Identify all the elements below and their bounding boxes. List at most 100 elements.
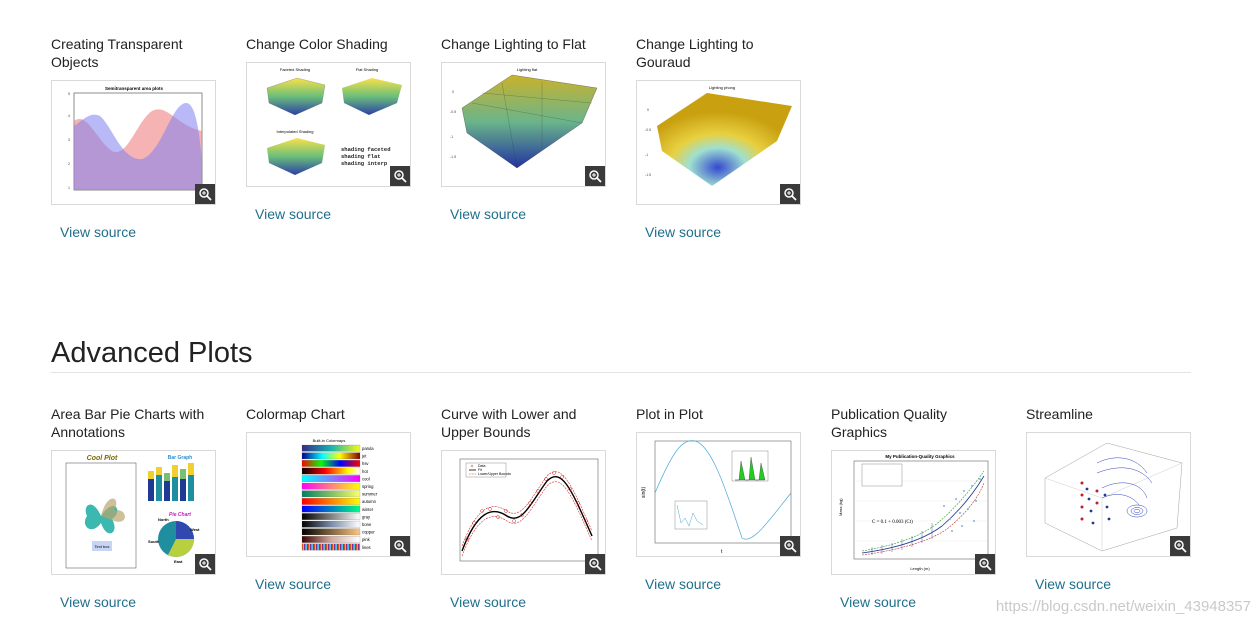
colormap-label: parula (362, 446, 374, 451)
view-source-link[interactable]: View source (645, 576, 722, 592)
pie-label: South (148, 539, 160, 544)
card-title: Change Lighting to Flat (441, 36, 586, 52)
x-axis-label: Length (m) (910, 566, 930, 571)
view-source-link[interactable]: View source (255, 206, 332, 222)
colormap-swatch (301, 520, 361, 528)
zoom-icon[interactable] (585, 554, 605, 574)
thumbnail-publication[interactable]: My Publication-Quality Graphics C = 0.1 … (831, 450, 996, 575)
colormap-swatch (301, 498, 361, 505)
card-title: Plot in Plot (636, 406, 703, 422)
colormap-label: cool (362, 476, 370, 481)
gallery-card-bounds: Curve with Lower and Upper Bounds Data F… (441, 405, 611, 610)
card-title: Publication Quality Graphics (831, 406, 947, 440)
y-axis-label: sin(t) (641, 487, 647, 498)
thumbnail-area-bar-pie[interactable]: Cool Plot Text box Bar Graph Pie Chart N… (51, 450, 216, 575)
card-title: Change Color Shading (246, 36, 388, 52)
thumb-title: Built-in Colormaps (313, 438, 346, 443)
svg-text:-0.5: -0.5 (645, 128, 651, 132)
gallery-card-publication: Publication Quality Graphics My Publicat… (831, 405, 1001, 610)
card-title: Streamline (1026, 406, 1093, 422)
thumbnail-lighting-gouraud[interactable]: Lighting phong 0 -0.5 -1 -1.5 (636, 80, 801, 205)
colormap-swatch (301, 505, 361, 513)
gallery-card-transparent: Creating Transparent Objects Semitranspa… (51, 35, 221, 240)
thumbnail-streamline[interactable] (1026, 432, 1191, 557)
thumbnail-transparent[interactable]: Semitransparent area plots 5 4 3 2 1 (51, 80, 216, 205)
card-title: Change Lighting to Gouraud (636, 36, 754, 70)
thumb-title: My Publication-Quality Graphics (885, 454, 955, 459)
card-title: Colormap Chart (246, 406, 345, 422)
watermark: https://blog.csdn.net/weixin_43948357 (995, 598, 1251, 615)
view-source-link[interactable]: View source (255, 576, 332, 592)
zoom-icon[interactable] (975, 554, 995, 574)
svg-text:-0.5: -0.5 (450, 110, 456, 114)
view-source-link[interactable]: View source (840, 594, 917, 610)
colormap-label: copper (362, 530, 375, 535)
colormap-label: lines (362, 545, 371, 550)
svg-text:3: 3 (68, 138, 70, 142)
section-divider (51, 372, 1191, 373)
text-box-label: Text box (95, 544, 110, 549)
colormap-swatch (301, 444, 361, 452)
gallery-card-streamline: Streamline View source (1026, 405, 1196, 592)
colormap-swatch (301, 467, 361, 475)
colormap-swatch (301, 460, 361, 467)
thumb-title: Lighting phong (709, 85, 735, 90)
svg-text:0: 0 (452, 90, 454, 94)
gallery-card-color-shading: Change Color Shading Faceted Shading Fla… (246, 35, 416, 222)
zoom-icon[interactable] (1170, 536, 1190, 556)
thumb-title: Cool Plot (87, 455, 118, 462)
zoom-icon[interactable] (585, 166, 605, 186)
colormap-label: autumn (362, 499, 377, 504)
view-source-link[interactable]: View source (60, 594, 137, 610)
card-title: Creating Transparent Objects (51, 36, 183, 70)
card-title: Area Bar Pie Charts with Annotations (51, 406, 205, 440)
legend-entry: Data (478, 464, 485, 468)
view-source-link[interactable]: View source (1035, 576, 1112, 592)
colormap-swatch (301, 475, 361, 482)
thumb-title-3: Interpolated Shading (277, 129, 314, 134)
view-source-link[interactable]: View source (450, 206, 527, 222)
view-source-link[interactable]: View source (450, 594, 527, 610)
thumb-title-3: Pie Chart (169, 512, 191, 518)
colormap-swatch (301, 513, 361, 520)
zoom-icon[interactable] (195, 184, 215, 204)
thumb-title-2: Bar Graph (168, 455, 192, 461)
colormap-swatch (301, 452, 361, 460)
svg-text:5: 5 (68, 92, 70, 96)
zoom-icon[interactable] (390, 166, 410, 186)
code-line: shading flat (341, 153, 381, 160)
gallery-card-area-bar-pie: Area Bar Pie Charts with Annotations Coo… (51, 405, 221, 610)
thumbnail-lighting-flat[interactable]: Lighting flat 0 -0.5 -1 -1.5 (441, 62, 606, 187)
x-axis-label: t (721, 549, 723, 555)
zoom-icon[interactable] (390, 536, 410, 556)
colormap-swatch (301, 490, 361, 498)
svg-text:-1.5: -1.5 (645, 173, 651, 177)
zoom-icon[interactable] (195, 554, 215, 574)
thumbnail-bounds[interactable]: Data Fit Lower/Upper Bounds (441, 450, 606, 575)
svg-text:1: 1 (68, 186, 70, 190)
colormap-label: gray (362, 514, 371, 519)
thumb-title: Semitransparent area plots (105, 86, 164, 91)
thumbnail-colormap[interactable]: Built-in Colormaps parula jet hsv hot cool sp… (246, 432, 411, 557)
legend-entry: Lower/Upper Bounds (478, 472, 511, 476)
zoom-icon[interactable] (780, 536, 800, 556)
colormap-label: pink (362, 537, 371, 542)
code-line: shading faceted (341, 146, 391, 153)
code-line: shading interp (341, 160, 388, 167)
view-source-link[interactable]: View source (60, 224, 137, 240)
thumb-title: Lighting flat (517, 67, 538, 72)
gallery-card-lighting-flat: Change Lighting to Flat Lighting flat 0 -… (441, 35, 611, 222)
view-source-link[interactable]: View source (645, 224, 722, 240)
zoom-icon[interactable] (780, 184, 800, 204)
svg-text:-1: -1 (645, 153, 648, 157)
svg-text:2: 2 (68, 162, 70, 166)
colormap-swatch (301, 536, 361, 543)
svg-text:-1.5: -1.5 (450, 155, 456, 159)
pie-label: East (174, 559, 183, 564)
colormap-label: hsv (362, 461, 369, 466)
thumbnail-color-shading[interactable]: Faceted Shading Flat Shading Interpolate… (246, 62, 411, 187)
colormap-label: summer (362, 492, 378, 497)
pie-label: West (190, 527, 200, 532)
thumbnail-plot-in-plot[interactable]: sin(t) t (636, 432, 801, 557)
svg-text:0: 0 (647, 108, 649, 112)
